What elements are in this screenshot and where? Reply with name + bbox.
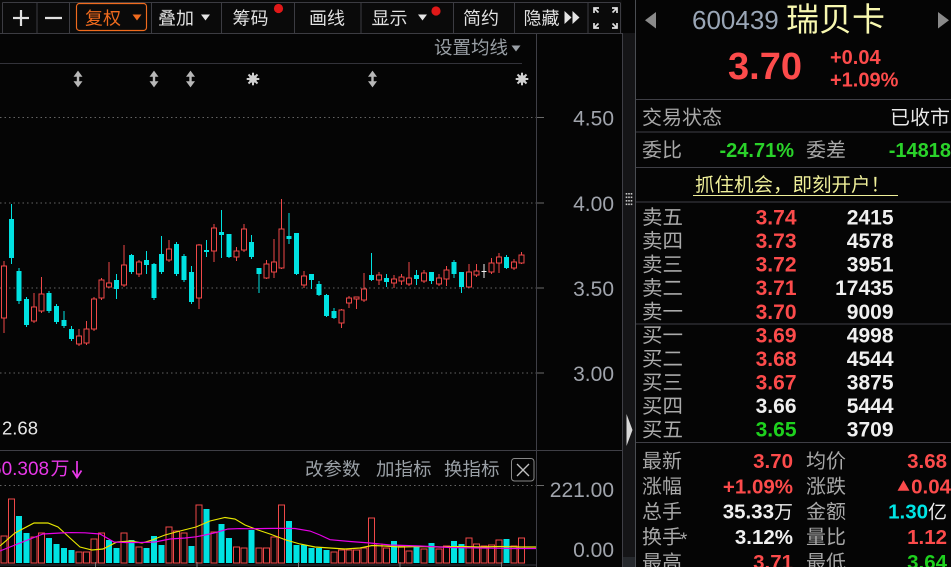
svg-text:3.64: 3.64 [907,551,947,567]
svg-text:*: * [680,530,688,551]
svg-text:9009: 9009 [847,301,894,324]
svg-text:-24.71%: -24.71% [720,140,795,162]
svg-text:1.30: 1.30 [888,501,928,524]
svg-text:3.00: 3.00 [573,363,614,386]
svg-text:60.308: 60.308 [0,459,49,480]
svg-text:0.00: 0.00 [573,539,614,562]
svg-text:3.65: 3.65 [756,419,797,442]
svg-text:0.04: 0.04 [911,475,951,498]
svg-text:3709: 3709 [847,419,894,442]
svg-text:2.68: 2.68 [2,418,38,439]
svg-text:3.70: 3.70 [756,301,797,324]
svg-text:3.69: 3.69 [756,324,797,347]
svg-text:3.70: 3.70 [753,450,793,473]
svg-text:4578: 4578 [847,230,894,253]
svg-text:+0.04: +0.04 [830,47,881,69]
svg-text:-14818: -14818 [889,140,951,162]
svg-text:3.68: 3.68 [907,450,947,473]
svg-text:3.12%: 3.12% [735,526,793,549]
svg-text:3.50: 3.50 [573,278,614,301]
svg-text:3.66: 3.66 [756,395,797,418]
svg-text:+1.09%: +1.09% [830,70,899,92]
svg-text:600439: 600439 [692,5,779,35]
svg-text:4.50: 4.50 [573,108,614,131]
svg-text:17435: 17435 [835,277,894,300]
svg-text:4544: 4544 [847,348,894,371]
svg-text:2415: 2415 [847,206,894,229]
svg-text:3.71: 3.71 [756,277,797,300]
svg-text:3875: 3875 [847,372,894,395]
svg-text:3.72: 3.72 [756,254,797,277]
svg-text:3.71: 3.71 [753,551,793,567]
svg-text:4998: 4998 [847,324,894,347]
svg-text:35.33: 35.33 [723,501,774,524]
svg-text:5444: 5444 [847,395,894,418]
svg-text:3.68: 3.68 [756,348,797,371]
svg-text:3.73: 3.73 [756,230,797,253]
svg-text:3.70: 3.70 [728,46,802,88]
svg-text:4.00: 4.00 [573,193,614,216]
svg-text:3.74: 3.74 [756,206,797,229]
svg-text:3951: 3951 [847,254,894,277]
svg-text:1.12: 1.12 [907,526,947,549]
svg-text:221.00: 221.00 [550,479,614,502]
svg-text:+1.09%: +1.09% [723,475,793,498]
svg-text:3.67: 3.67 [756,372,797,395]
